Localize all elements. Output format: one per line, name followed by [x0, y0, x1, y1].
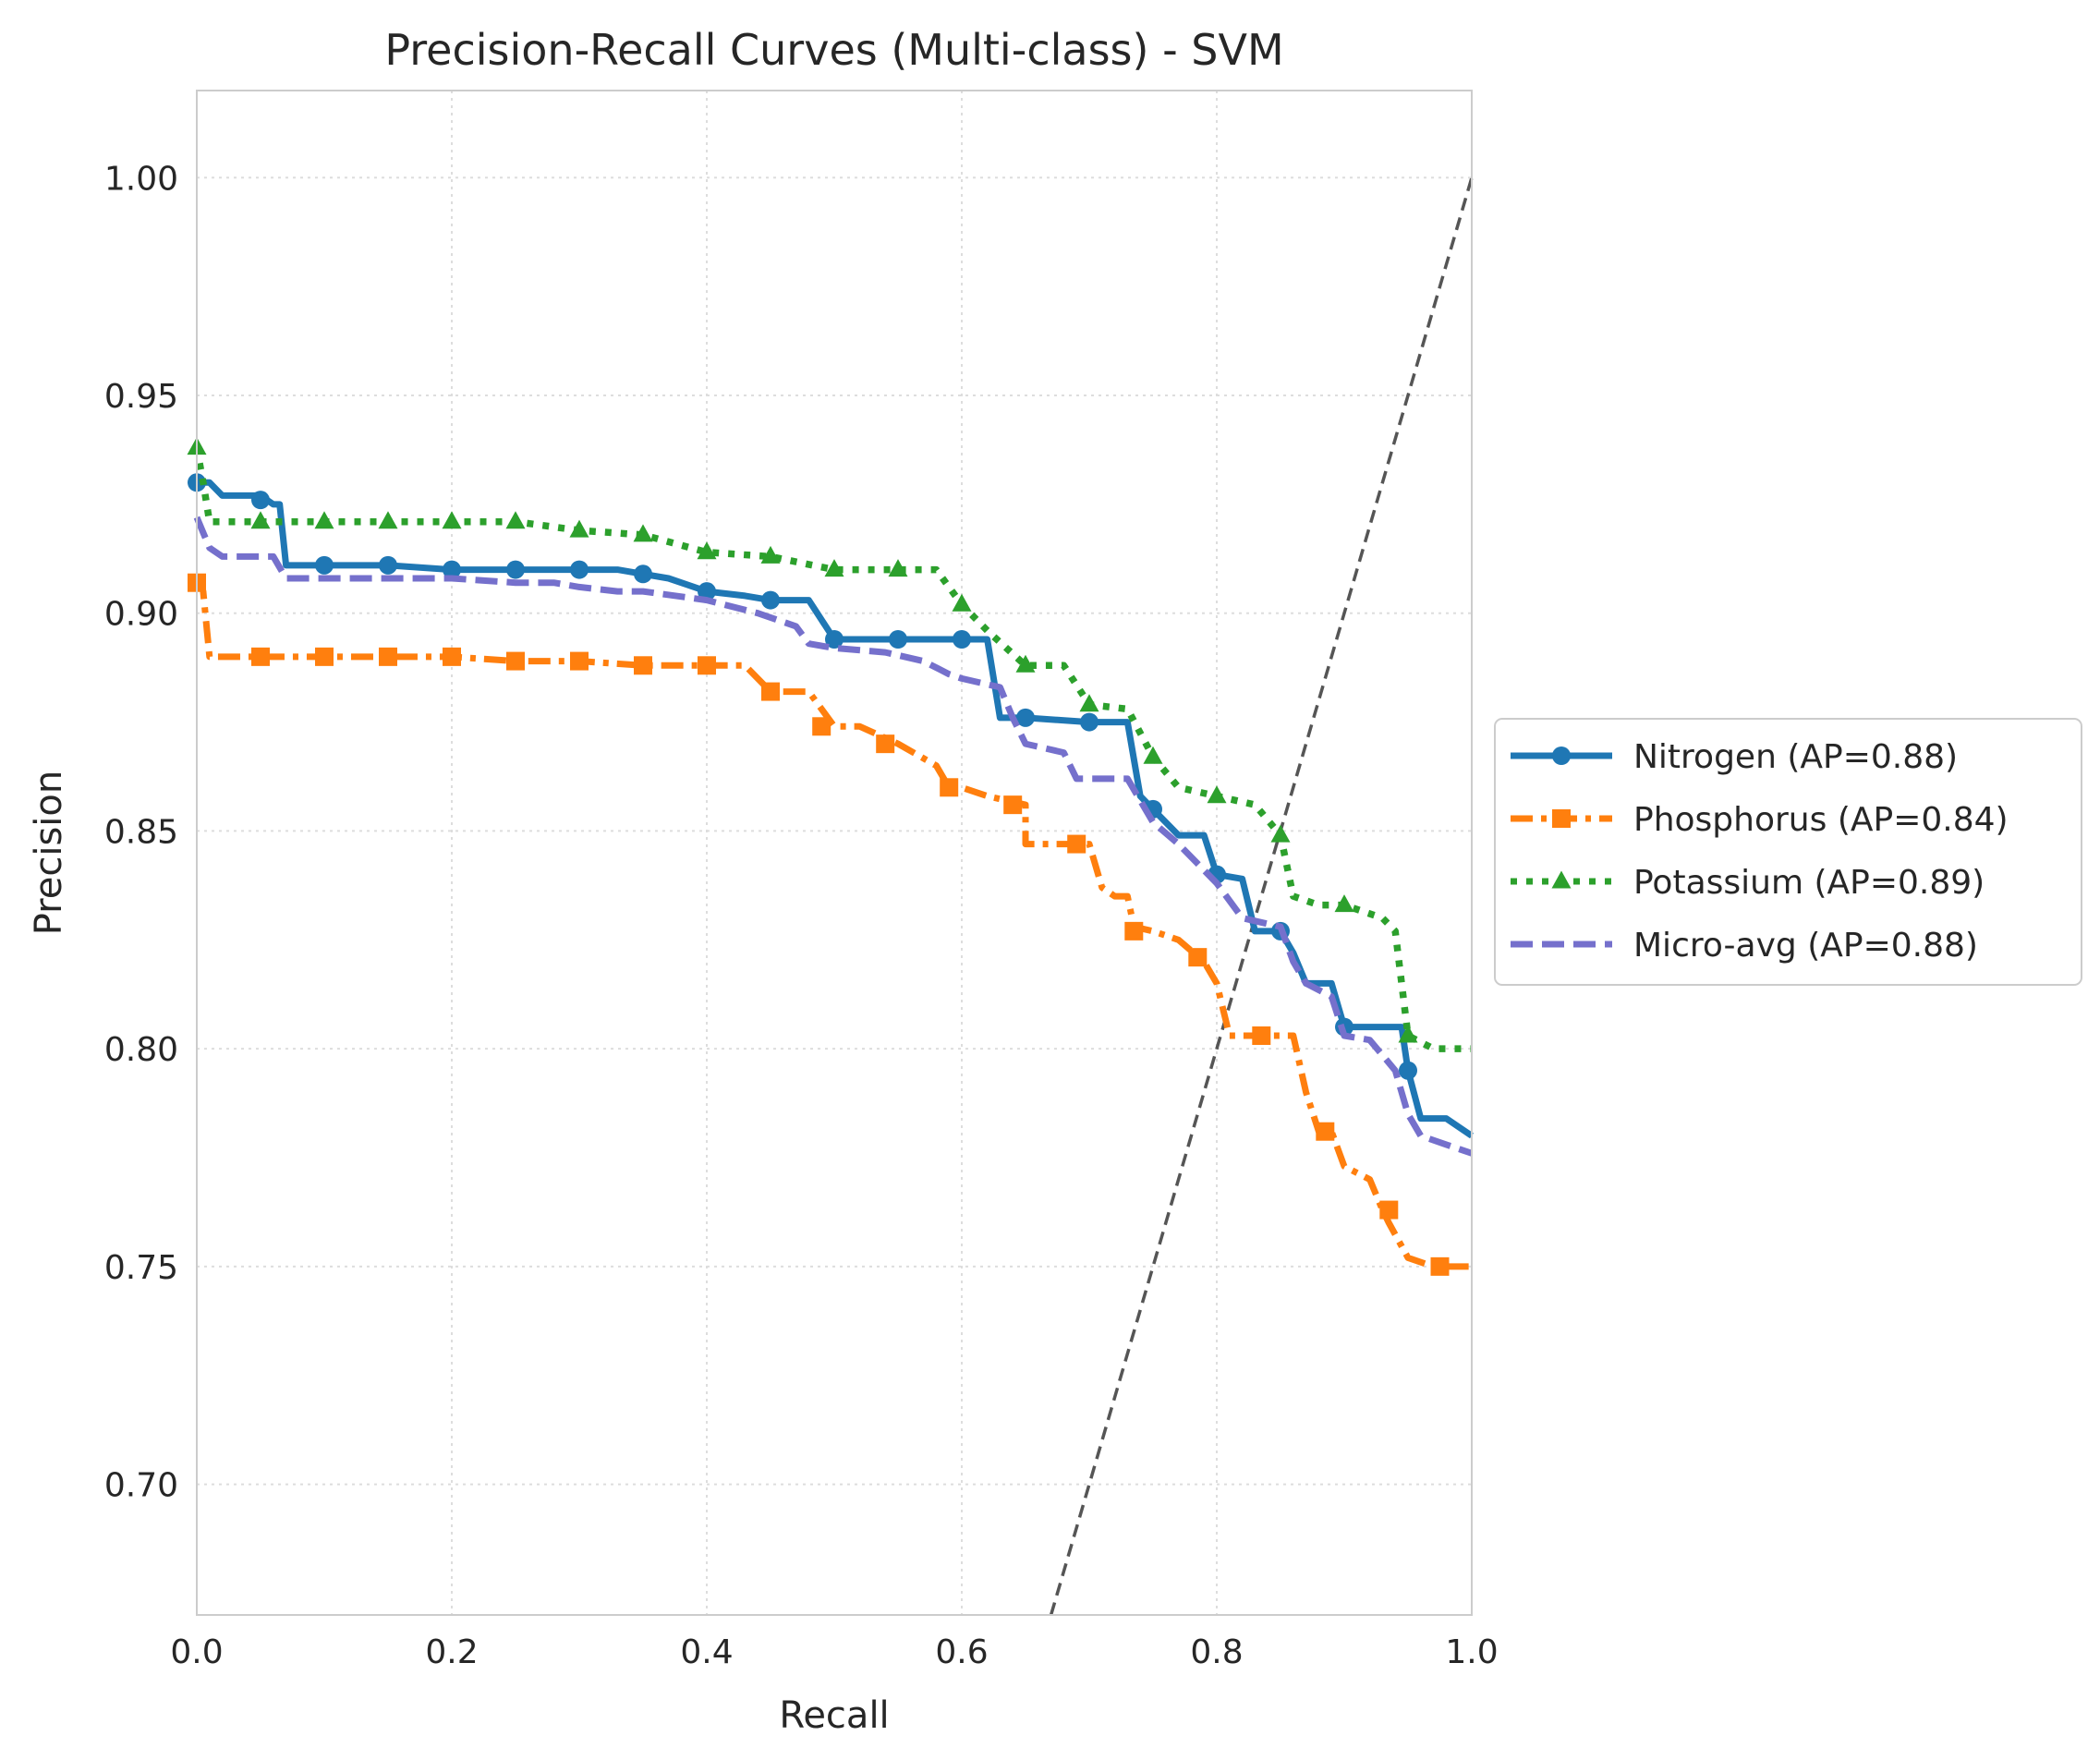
- plot-area-background: [197, 91, 1472, 1615]
- data-point-phosphorus: [570, 651, 589, 671]
- legend-entry-potassium: Potassium (AP=0.89): [1511, 864, 1985, 902]
- x-tick-label: 0.6: [935, 1633, 988, 1671]
- data-point-nitrogen: [889, 630, 907, 649]
- data-point-phosphorus: [1003, 795, 1023, 815]
- legend-label-micro-avg: Micro-avg (AP=0.88): [1633, 927, 1978, 965]
- legend-frame: [1494, 718, 2082, 986]
- legend-label-nitrogen: Nitrogen (AP=0.88): [1633, 738, 1958, 776]
- series-line-micro-avg: [193, 516, 1474, 1157]
- data-point-phosphorus: [1379, 1200, 1399, 1220]
- data-point-potassium: [760, 545, 781, 564]
- data-point-potassium: [569, 519, 589, 538]
- data-point-potassium: [250, 511, 271, 529]
- data-point-phosphorus: [1316, 1122, 1335, 1141]
- data-point-nitrogen: [251, 491, 270, 510]
- y-axis-label: Precision: [28, 771, 70, 935]
- reference-diagonal-line: [1049, 176, 1474, 1616]
- data-point-phosphorus: [940, 778, 959, 797]
- data-point-phosphorus: [698, 656, 716, 675]
- data-point-phosphorus: [812, 717, 832, 736]
- data-point-potassium: [824, 559, 844, 577]
- data-point-phosphorus: [1252, 1026, 1271, 1045]
- data-point-phosphorus: [443, 647, 461, 666]
- legend: Nitrogen (AP=0.88) Phosphorus (AP=0.84) Po…: [1494, 718, 2082, 986]
- data-point-phosphorus: [315, 647, 334, 666]
- data-point-potassium: [1207, 785, 1227, 804]
- data-point-potassium: [1015, 654, 1036, 673]
- data-point-phosphorus: [1124, 921, 1144, 941]
- grid-layer: [196, 91, 1473, 1615]
- x-tick-label: 0.2: [425, 1633, 478, 1671]
- data-point-nitrogen: [1016, 708, 1035, 727]
- data-point-potassium: [1143, 746, 1163, 764]
- y-tick-label: 0.70: [104, 1467, 178, 1505]
- data-point-potassium: [633, 524, 653, 542]
- data-point-nitrogen: [379, 555, 397, 575]
- legend-marker-phosphorus: [1552, 809, 1571, 828]
- legend-marker-potassium: [1551, 870, 1572, 889]
- data-point-nitrogen: [1080, 712, 1099, 732]
- data-point-potassium: [1079, 694, 1099, 712]
- x-tick-label: 0.4: [680, 1633, 733, 1671]
- data-point-potassium: [1270, 824, 1291, 843]
- data-point-phosphorus: [251, 647, 270, 666]
- data-point-phosphorus: [379, 647, 397, 666]
- data-point-potassium: [442, 511, 462, 529]
- data-point-nitrogen: [698, 582, 716, 601]
- series-line-nitrogen: [197, 479, 1474, 1139]
- y-tick-label: 0.85: [104, 813, 178, 851]
- y-tick-label: 1.00: [104, 160, 178, 198]
- x-tick-label: 0.8: [1190, 1633, 1243, 1671]
- y-tick-label: 0.95: [104, 378, 178, 416]
- data-point-phosphorus: [761, 682, 780, 701]
- reference-line-layer: [1049, 176, 1474, 1616]
- data-point-nitrogen: [1399, 1061, 1417, 1080]
- plot-area-frame: [196, 90, 1473, 1616]
- data-point-potassium: [888, 559, 908, 577]
- data-point-phosphorus: [1067, 834, 1086, 854]
- y-tick-labels: 0.70 0.75 0.80 0.85 0.90 0.95 1.00: [104, 160, 178, 1504]
- data-point-phosphorus: [1430, 1256, 1450, 1276]
- data-point-nitrogen: [506, 560, 525, 579]
- data-point-phosphorus: [876, 734, 895, 754]
- x-axis-label: Recall: [779, 1694, 889, 1737]
- legend-entry-phosphorus: Phosphorus (AP=0.84): [1511, 801, 2009, 839]
- data-point-nitrogen: [953, 630, 971, 649]
- data-point-nitrogen: [570, 560, 589, 579]
- series-phosphorus: [188, 573, 1472, 1276]
- data-point-potassium: [697, 541, 717, 560]
- series-line-potassium: [193, 446, 1472, 1052]
- data-point-potassium: [1334, 894, 1354, 913]
- series-micro-avg: [193, 516, 1474, 1157]
- series-layer: [187, 437, 1474, 1276]
- data-point-phosphorus: [634, 656, 652, 675]
- y-tick-label: 0.75: [104, 1249, 178, 1287]
- chart-title: Precision-Recall Curves (Multi-class) - …: [384, 25, 1283, 75]
- data-point-potassium: [378, 511, 398, 529]
- data-point-nitrogen: [315, 555, 334, 575]
- data-point-potassium: [505, 511, 526, 529]
- data-point-potassium: [314, 511, 334, 529]
- data-point-potassium: [952, 593, 972, 612]
- x-tick-labels: 0.0 0.2 0.4 0.6 0.8 1.0: [170, 1633, 1498, 1671]
- series-potassium: [187, 437, 1472, 1052]
- legend-marker-nitrogen: [1552, 746, 1571, 765]
- legend-entry-nitrogen: Nitrogen (AP=0.88): [1511, 738, 1958, 776]
- legend-label-phosphorus: Phosphorus (AP=0.84): [1633, 801, 2009, 839]
- y-tick-label: 0.90: [104, 596, 178, 634]
- y-tick-label: 0.80: [104, 1031, 178, 1069]
- data-point-nitrogen: [443, 560, 461, 579]
- legend-label-potassium: Potassium (AP=0.89): [1633, 864, 1985, 902]
- data-point-nitrogen: [825, 630, 844, 649]
- legend-entry-micro-avg: Micro-avg (AP=0.88): [1511, 927, 1978, 965]
- data-point-potassium: [1398, 1025, 1418, 1043]
- data-point-phosphorus: [506, 651, 525, 671]
- data-point-phosphorus: [1188, 948, 1208, 967]
- data-point-nitrogen: [761, 590, 780, 610]
- x-tick-label: 1.0: [1445, 1633, 1498, 1671]
- x-tick-label: 0.0: [170, 1633, 223, 1671]
- data-point-nitrogen: [634, 564, 652, 584]
